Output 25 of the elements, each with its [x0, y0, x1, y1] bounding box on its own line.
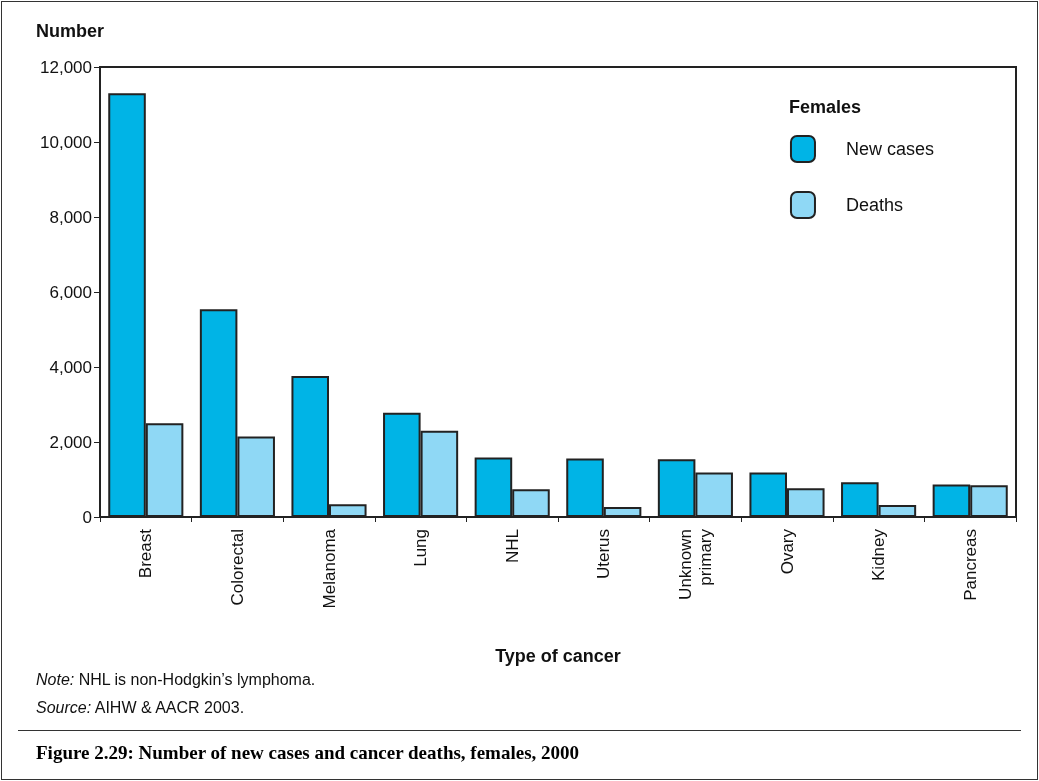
x-tick-label: Pancreas	[960, 529, 980, 601]
text: Figure 2.29: Number of new cases and cancer deaths, females, 2000	[36, 742, 580, 764]
source-note: Source: AIHW & AACR 2003.	[36, 698, 246, 718]
y-tick-label: 10,000	[40, 132, 92, 152]
legend-label: New cases	[845, 139, 934, 159]
y-tick-label: 8,000	[49, 207, 92, 227]
x-tick-label: Ovary	[777, 528, 797, 575]
x-tick-label: Unknown primary	[675, 528, 715, 600]
x-tick-label: Melanoma	[319, 528, 339, 609]
text: Note: NHL is non-Hodgkin’s lymphoma.	[36, 670, 316, 690]
x-tick-label: Colorectal	[227, 529, 247, 606]
y-tick-label: 0	[82, 507, 92, 527]
x-tick-label: Uterus	[594, 529, 614, 580]
y-tick-label: 6,000	[49, 282, 92, 302]
y-tick-label: 4,000	[49, 357, 92, 377]
y-tick-label: 12,000	[40, 57, 92, 77]
legend-title: Females	[788, 97, 861, 117]
x-tick-label: Breast	[136, 528, 156, 579]
x-tick-label: Lung	[411, 529, 431, 567]
legend-label: Deaths	[845, 195, 904, 215]
x-tick-label: Kidney	[869, 528, 889, 581]
x-axis-title: Type of cancer	[495, 646, 621, 666]
x-tick-label: NHL	[502, 529, 522, 564]
y-axis-title: Number	[36, 21, 105, 41]
y-tick-label: 2,000	[49, 432, 92, 452]
